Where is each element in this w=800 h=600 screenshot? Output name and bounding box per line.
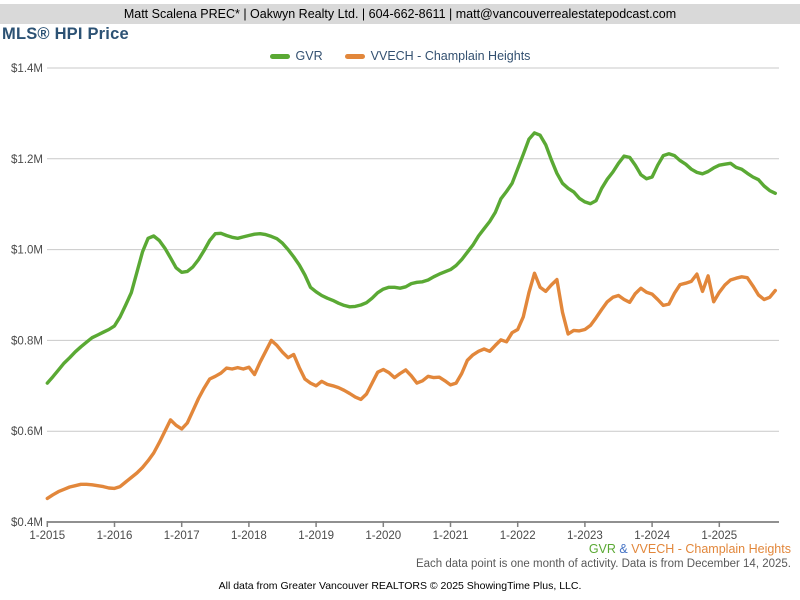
series-note: GVR & VVECH - Champlain Heights — [589, 542, 791, 556]
attribution-note: All data from Greater Vancouver REALTORS… — [218, 580, 582, 592]
x-axis-tick-label: 1-2021 — [433, 530, 469, 542]
vvech-series-swatch — [344, 53, 365, 59]
gvr-series-swatch — [269, 53, 290, 59]
legend-item-vvech: VVECH - Champlain Heights — [344, 49, 531, 63]
y-axis-tick-label: $1.4M — [11, 63, 43, 75]
x-axis-tick-label: 1-2022 — [500, 530, 536, 542]
x-axis-tick-label: 1-2025 — [701, 530, 737, 542]
vvech-price-line — [45, 271, 777, 501]
contact-header-bar: Matt Scalena PREC* | Oakwyn Realty Ltd. … — [0, 4, 800, 24]
y-axis-tick-label: $0.4M — [11, 517, 43, 529]
series-note-vvech: VVECH - Champlain Heights — [631, 542, 791, 556]
x-axis-tick-label: 1-2024 — [634, 530, 670, 542]
gvr-price-line — [45, 131, 777, 385]
x-axis-tick-label: 1-2020 — [365, 530, 401, 542]
data-note: Each data point is one month of activity… — [415, 558, 791, 570]
y-axis-tick-label: $1.2M — [11, 154, 43, 166]
series-note-ampersand: & — [615, 542, 632, 556]
x-axis-tick-label: 1-2018 — [231, 530, 267, 542]
y-axis-tick-label: $0.8M — [11, 335, 43, 347]
page-title: MLS® HPI Price — [2, 25, 129, 43]
x-axis-tick-label: 1-2019 — [298, 530, 334, 542]
contact-info-text: Matt Scalena PREC* | Oakwyn Realty Ltd. … — [123, 7, 677, 21]
y-axis-tick-label: $1.0M — [11, 245, 43, 257]
legend-label-vvech: VVECH - Champlain Heights — [370, 49, 531, 63]
y-axis-tick-label: $0.6M — [11, 426, 43, 438]
x-axis-tick-label: 1-2015 — [29, 530, 65, 542]
chart-legend: GVR VVECH - Champlain Heights — [0, 48, 800, 64]
x-axis-tick-label: 1-2017 — [164, 530, 200, 542]
x-axis-tick-label: 1-2023 — [567, 530, 603, 542]
series-note-gvr: GVR — [588, 542, 616, 556]
legend-label-gvr: GVR — [295, 49, 323, 63]
legend-item-gvr: GVR — [269, 49, 323, 63]
x-axis-tick-label: 1-2016 — [97, 530, 133, 542]
